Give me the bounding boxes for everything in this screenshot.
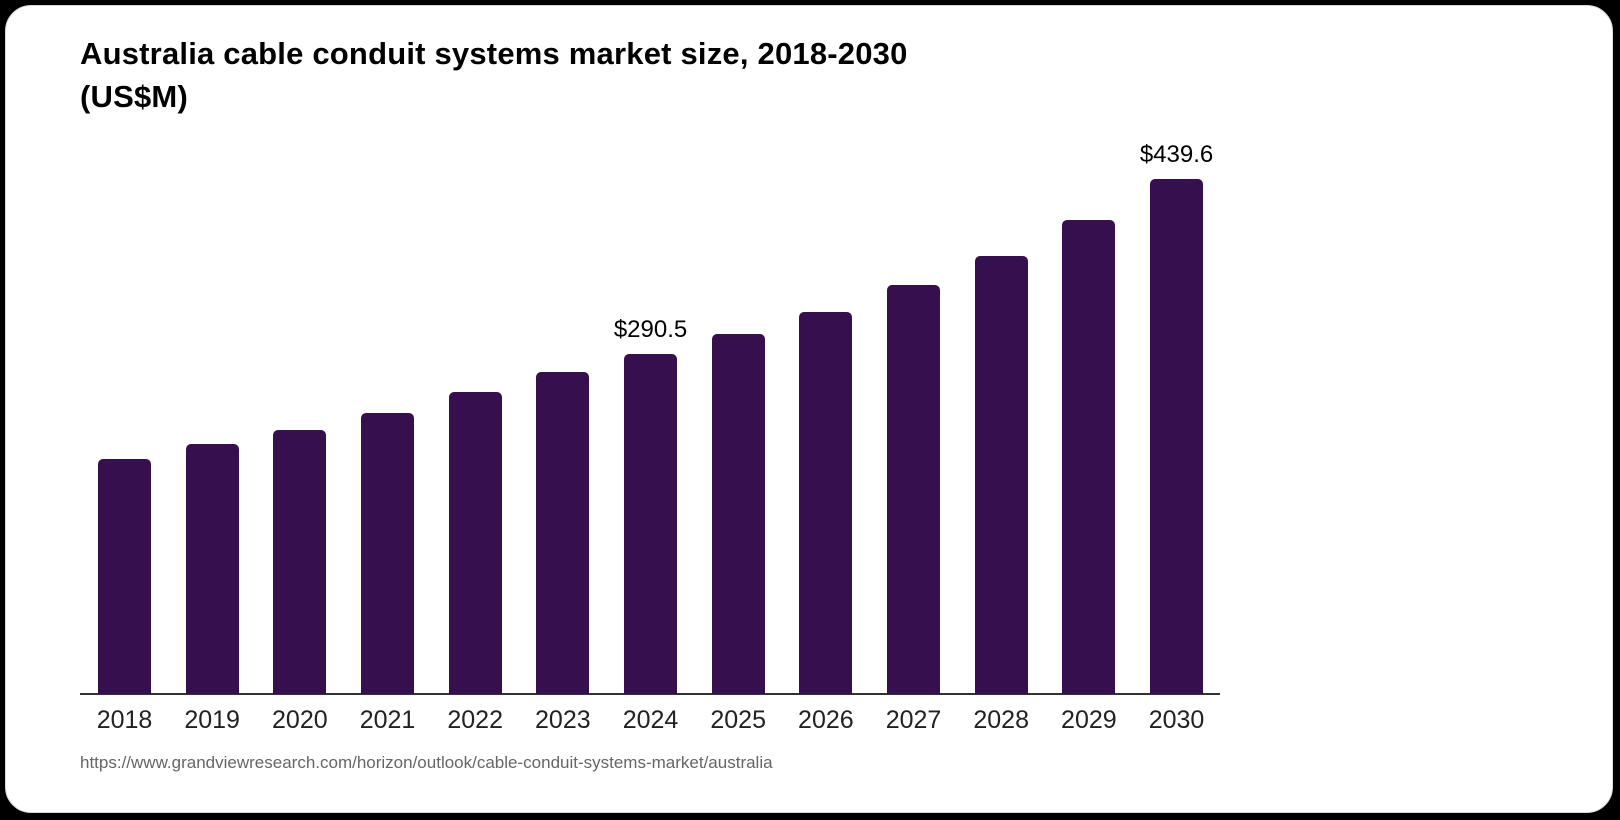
x-axis-line xyxy=(80,693,1220,695)
x-tick-label-2029: 2029 xyxy=(1061,706,1117,734)
bar-2026[interactable] xyxy=(799,312,853,694)
x-tick-label-2025: 2025 xyxy=(710,706,766,734)
x-tick-label-2019: 2019 xyxy=(184,706,240,734)
x-tick-label-2024: 2024 xyxy=(622,706,679,734)
bar-2021[interactable] xyxy=(361,413,414,694)
x-tick-label-2026: 2026 xyxy=(798,706,854,734)
data-label-2030: $439.6 xyxy=(1139,141,1214,168)
bar-2020[interactable] xyxy=(273,430,327,694)
bar-2023[interactable] xyxy=(536,372,590,694)
chart-title: Australia cable conduit systems market s… xyxy=(80,32,1180,118)
x-tick-label-2028: 2028 xyxy=(973,706,1029,734)
chart-title-line1: Australia cable conduit systems market s… xyxy=(80,36,908,71)
x-tick-label-2027: 2027 xyxy=(885,706,942,734)
bar-2027[interactable] xyxy=(887,285,941,694)
chart-card: Australia cable conduit systems market s… xyxy=(5,5,1613,813)
x-tick-label-2022: 2022 xyxy=(447,706,503,734)
source-url: https://www.grandviewresearch.com/horizo… xyxy=(80,753,773,772)
bar-chart: 2018 2019 2020 2021 2022 2023 2024 $290.5 2025 20… xyxy=(6,6,1614,814)
bar-2018[interactable] xyxy=(98,459,151,694)
bar-2029[interactable] xyxy=(1062,220,1116,694)
x-tick-label-2023: 2023 xyxy=(535,706,591,734)
bar-2019[interactable] xyxy=(185,444,239,694)
bar-2028[interactable] xyxy=(974,256,1028,694)
bar-2022[interactable] xyxy=(448,392,502,694)
bar-2025[interactable] xyxy=(711,334,765,694)
x-tick-label-2021: 2021 xyxy=(359,706,416,734)
x-tick-label-2020: 2020 xyxy=(272,706,328,734)
bar-2024[interactable] xyxy=(624,353,678,694)
data-label-2024: $290.5 xyxy=(613,315,688,343)
x-tick-label-2018: 2018 xyxy=(96,706,153,734)
bar-2030[interactable] xyxy=(1150,179,1204,694)
chart-title-line2: (US$M) xyxy=(80,79,188,114)
x-tick-label-2030: 2030 xyxy=(1148,706,1205,734)
